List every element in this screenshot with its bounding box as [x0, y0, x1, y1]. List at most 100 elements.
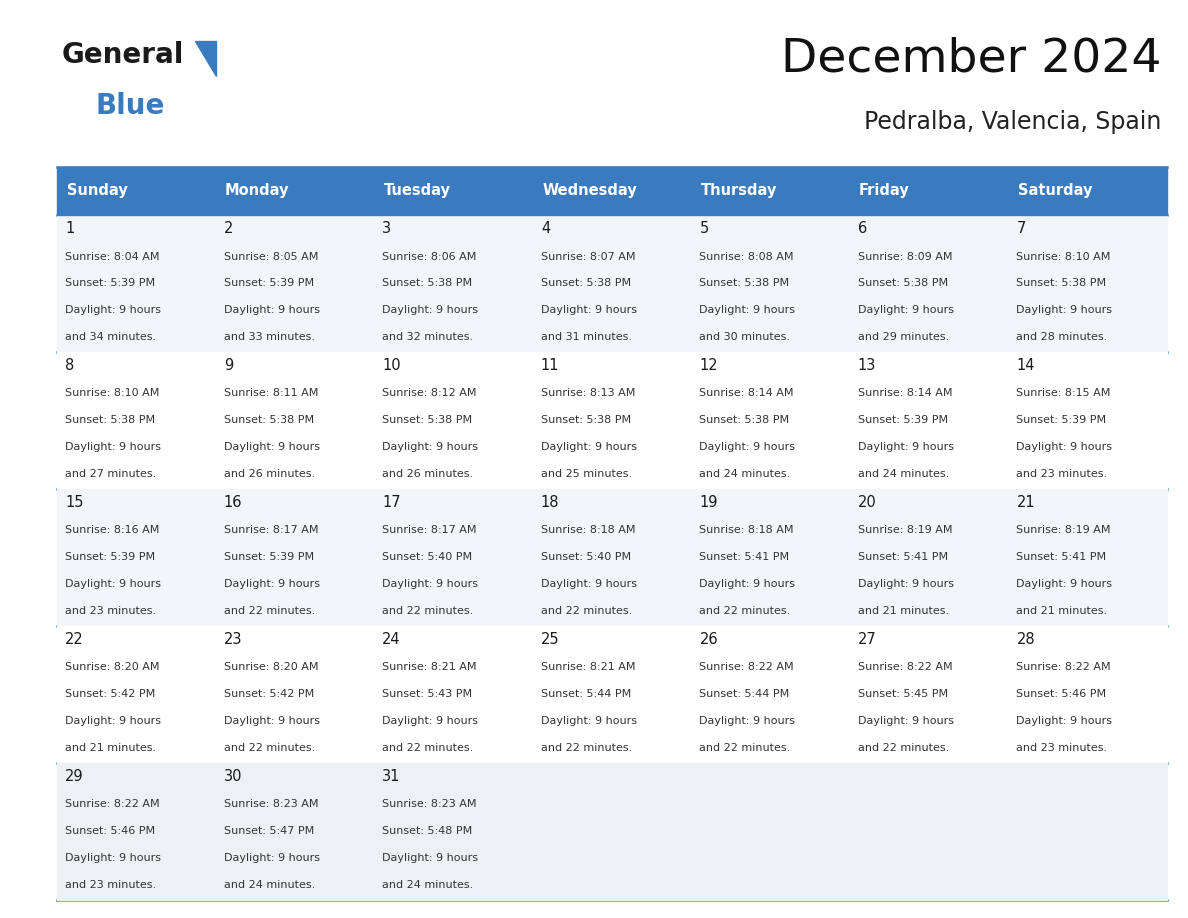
Text: Daylight: 9 hours: Daylight: 9 hours: [858, 579, 954, 588]
Text: 15: 15: [65, 495, 84, 510]
Text: 28: 28: [1017, 633, 1035, 647]
Text: Daylight: 9 hours: Daylight: 9 hours: [65, 716, 162, 726]
Text: Tuesday: Tuesday: [384, 184, 450, 198]
Text: 12: 12: [700, 358, 718, 374]
Text: Sunset: 5:42 PM: Sunset: 5:42 PM: [223, 689, 314, 700]
Text: Monday: Monday: [225, 184, 290, 198]
Text: Sunrise: 8:11 AM: Sunrise: 8:11 AM: [223, 388, 318, 398]
Text: Daylight: 9 hours: Daylight: 9 hours: [65, 579, 162, 588]
Text: Daylight: 9 hours: Daylight: 9 hours: [858, 305, 954, 315]
Text: Daylight: 9 hours: Daylight: 9 hours: [383, 442, 479, 452]
Text: Sunrise: 8:19 AM: Sunrise: 8:19 AM: [1017, 525, 1111, 535]
Text: 23: 23: [223, 633, 242, 647]
Text: Sunrise: 8:12 AM: Sunrise: 8:12 AM: [383, 388, 476, 398]
Text: Sunset: 5:38 PM: Sunset: 5:38 PM: [383, 415, 473, 425]
Text: Sunrise: 8:07 AM: Sunrise: 8:07 AM: [541, 252, 636, 262]
Text: Sunset: 5:38 PM: Sunset: 5:38 PM: [541, 415, 631, 425]
Text: Sunset: 5:38 PM: Sunset: 5:38 PM: [383, 278, 473, 288]
Text: Daylight: 9 hours: Daylight: 9 hours: [1017, 442, 1112, 452]
Text: and 22 minutes.: and 22 minutes.: [383, 743, 474, 753]
Text: Sunset: 5:39 PM: Sunset: 5:39 PM: [223, 552, 314, 562]
Text: and 22 minutes.: and 22 minutes.: [223, 606, 315, 616]
Text: 25: 25: [541, 633, 560, 647]
Text: and 24 minutes.: and 24 minutes.: [858, 468, 949, 478]
Text: and 24 minutes.: and 24 minutes.: [383, 879, 474, 890]
Text: and 27 minutes.: and 27 minutes.: [65, 468, 157, 478]
Text: Thursday: Thursday: [701, 184, 777, 198]
Text: December 2024: December 2024: [782, 37, 1162, 82]
Text: Daylight: 9 hours: Daylight: 9 hours: [541, 305, 637, 315]
Text: 30: 30: [223, 769, 242, 784]
Text: Sunset: 5:47 PM: Sunset: 5:47 PM: [223, 826, 314, 836]
Text: Sunset: 5:44 PM: Sunset: 5:44 PM: [700, 689, 790, 700]
Text: Sunset: 5:46 PM: Sunset: 5:46 PM: [65, 826, 156, 836]
Text: Daylight: 9 hours: Daylight: 9 hours: [700, 716, 796, 726]
Text: 5: 5: [700, 221, 709, 236]
Text: and 21 minutes.: and 21 minutes.: [65, 743, 157, 753]
Text: Sunset: 5:41 PM: Sunset: 5:41 PM: [1017, 552, 1106, 562]
Text: Sunset: 5:39 PM: Sunset: 5:39 PM: [65, 552, 156, 562]
Text: Sunrise: 8:22 AM: Sunrise: 8:22 AM: [65, 800, 160, 810]
Text: Sunrise: 8:17 AM: Sunrise: 8:17 AM: [223, 525, 318, 535]
Text: and 22 minutes.: and 22 minutes.: [383, 606, 474, 616]
Text: Sunrise: 8:16 AM: Sunrise: 8:16 AM: [65, 525, 159, 535]
Text: Daylight: 9 hours: Daylight: 9 hours: [223, 579, 320, 588]
Text: Sunrise: 8:21 AM: Sunrise: 8:21 AM: [383, 663, 476, 672]
Text: and 31 minutes.: and 31 minutes.: [541, 331, 632, 341]
Text: 2: 2: [223, 221, 233, 236]
Text: and 23 minutes.: and 23 minutes.: [65, 879, 157, 890]
Text: Sunrise: 8:14 AM: Sunrise: 8:14 AM: [858, 388, 953, 398]
Text: and 22 minutes.: and 22 minutes.: [541, 743, 632, 753]
Text: Daylight: 9 hours: Daylight: 9 hours: [383, 853, 479, 863]
Text: Sunset: 5:38 PM: Sunset: 5:38 PM: [1017, 278, 1106, 288]
Text: Sunset: 5:40 PM: Sunset: 5:40 PM: [541, 552, 631, 562]
Text: Daylight: 9 hours: Daylight: 9 hours: [700, 579, 796, 588]
Text: Sunset: 5:38 PM: Sunset: 5:38 PM: [700, 415, 790, 425]
Text: Sunrise: 8:13 AM: Sunrise: 8:13 AM: [541, 388, 636, 398]
Text: Friday: Friday: [859, 184, 910, 198]
Text: and 22 minutes.: and 22 minutes.: [700, 743, 791, 753]
Text: Daylight: 9 hours: Daylight: 9 hours: [700, 305, 796, 315]
Text: Sunrise: 8:18 AM: Sunrise: 8:18 AM: [700, 525, 794, 535]
Text: 31: 31: [383, 769, 400, 784]
Text: Sunrise: 8:08 AM: Sunrise: 8:08 AM: [700, 252, 794, 262]
Text: 14: 14: [1017, 358, 1035, 374]
Text: Sunset: 5:43 PM: Sunset: 5:43 PM: [383, 689, 473, 700]
Text: and 24 minutes.: and 24 minutes.: [700, 468, 791, 478]
Text: 7: 7: [1017, 221, 1025, 236]
Text: Sunset: 5:41 PM: Sunset: 5:41 PM: [858, 552, 948, 562]
Text: Daylight: 9 hours: Daylight: 9 hours: [1017, 716, 1112, 726]
Text: and 23 minutes.: and 23 minutes.: [65, 606, 157, 616]
Text: 6: 6: [858, 221, 867, 236]
Text: Sunset: 5:39 PM: Sunset: 5:39 PM: [65, 278, 156, 288]
Text: 8: 8: [65, 358, 75, 374]
Text: Sunset: 5:39 PM: Sunset: 5:39 PM: [1017, 415, 1106, 425]
Text: Sunrise: 8:15 AM: Sunrise: 8:15 AM: [1017, 388, 1111, 398]
Text: and 26 minutes.: and 26 minutes.: [223, 468, 315, 478]
Text: Daylight: 9 hours: Daylight: 9 hours: [541, 716, 637, 726]
Text: and 29 minutes.: and 29 minutes.: [858, 331, 949, 341]
Text: Sunset: 5:39 PM: Sunset: 5:39 PM: [858, 415, 948, 425]
Text: Sunrise: 8:06 AM: Sunrise: 8:06 AM: [383, 252, 476, 262]
Text: Daylight: 9 hours: Daylight: 9 hours: [65, 853, 162, 863]
Text: 10: 10: [383, 358, 402, 374]
Text: Daylight: 9 hours: Daylight: 9 hours: [541, 442, 637, 452]
Text: Sunrise: 8:04 AM: Sunrise: 8:04 AM: [65, 252, 160, 262]
Text: Sunrise: 8:14 AM: Sunrise: 8:14 AM: [700, 388, 794, 398]
Text: and 32 minutes.: and 32 minutes.: [383, 331, 474, 341]
Text: Sunrise: 8:20 AM: Sunrise: 8:20 AM: [65, 663, 160, 672]
Text: and 22 minutes.: and 22 minutes.: [223, 743, 315, 753]
Text: Daylight: 9 hours: Daylight: 9 hours: [223, 305, 320, 315]
Text: Sunset: 5:38 PM: Sunset: 5:38 PM: [65, 415, 156, 425]
Text: Sunrise: 8:05 AM: Sunrise: 8:05 AM: [223, 252, 318, 262]
Text: and 30 minutes.: and 30 minutes.: [700, 331, 790, 341]
Text: 18: 18: [541, 495, 560, 510]
Text: and 21 minutes.: and 21 minutes.: [1017, 606, 1107, 616]
Text: 29: 29: [65, 769, 84, 784]
Text: 1: 1: [65, 221, 75, 236]
Text: Sunset: 5:40 PM: Sunset: 5:40 PM: [383, 552, 473, 562]
Text: Daylight: 9 hours: Daylight: 9 hours: [65, 442, 162, 452]
Text: Sunrise: 8:19 AM: Sunrise: 8:19 AM: [858, 525, 953, 535]
Text: and 22 minutes.: and 22 minutes.: [541, 606, 632, 616]
Text: Sunrise: 8:09 AM: Sunrise: 8:09 AM: [858, 252, 953, 262]
